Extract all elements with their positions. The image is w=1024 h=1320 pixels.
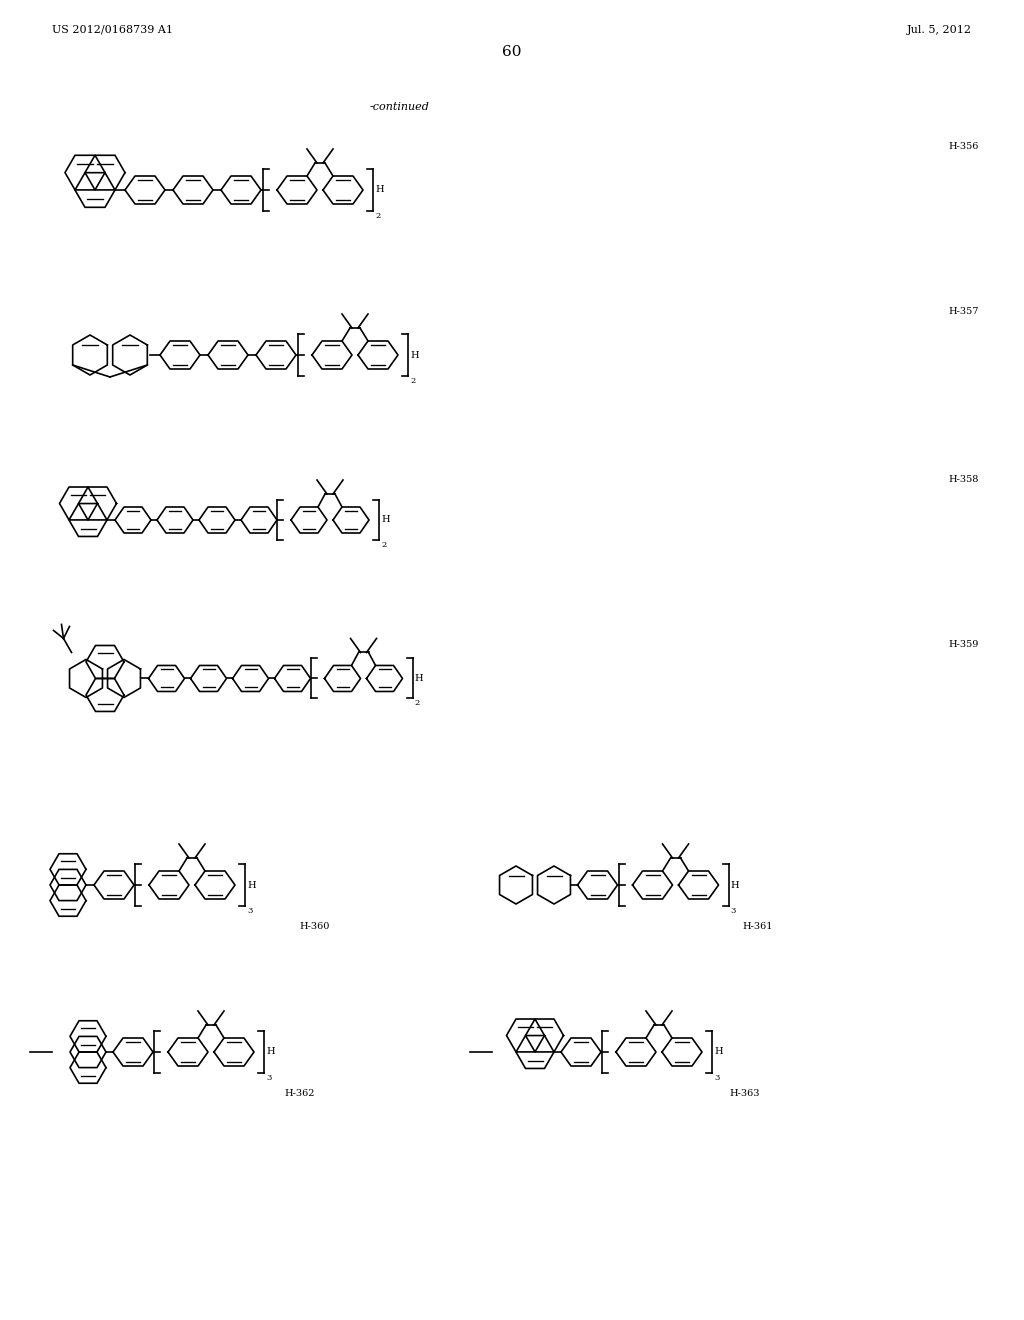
Text: H-361: H-361 — [742, 921, 773, 931]
Text: 3: 3 — [714, 1074, 720, 1082]
Text: H-363: H-363 — [730, 1089, 760, 1098]
Text: 2: 2 — [381, 541, 386, 549]
Text: H: H — [410, 351, 419, 359]
Text: US 2012/0168739 A1: US 2012/0168739 A1 — [52, 25, 173, 36]
Text: H-357: H-357 — [948, 308, 979, 315]
Text: 2: 2 — [410, 378, 416, 385]
Text: H-358: H-358 — [948, 475, 978, 484]
Text: H: H — [730, 880, 739, 890]
Text: 2: 2 — [375, 213, 380, 220]
Text: Jul. 5, 2012: Jul. 5, 2012 — [907, 25, 972, 36]
Text: H: H — [247, 880, 256, 890]
Text: 60: 60 — [502, 45, 522, 59]
Text: 3: 3 — [730, 907, 736, 915]
Text: H: H — [415, 675, 423, 682]
Text: 2: 2 — [415, 700, 420, 708]
Text: 3: 3 — [266, 1074, 271, 1082]
Text: H: H — [381, 516, 389, 524]
Text: H-359: H-359 — [948, 640, 978, 649]
Text: H-360: H-360 — [300, 921, 330, 931]
Text: H-362: H-362 — [285, 1089, 315, 1098]
Text: 3: 3 — [247, 907, 252, 915]
Text: H-356: H-356 — [948, 143, 978, 150]
Text: H: H — [714, 1048, 723, 1056]
Text: H: H — [266, 1048, 274, 1056]
Text: -continued: -continued — [370, 102, 430, 112]
Text: H: H — [375, 186, 384, 194]
